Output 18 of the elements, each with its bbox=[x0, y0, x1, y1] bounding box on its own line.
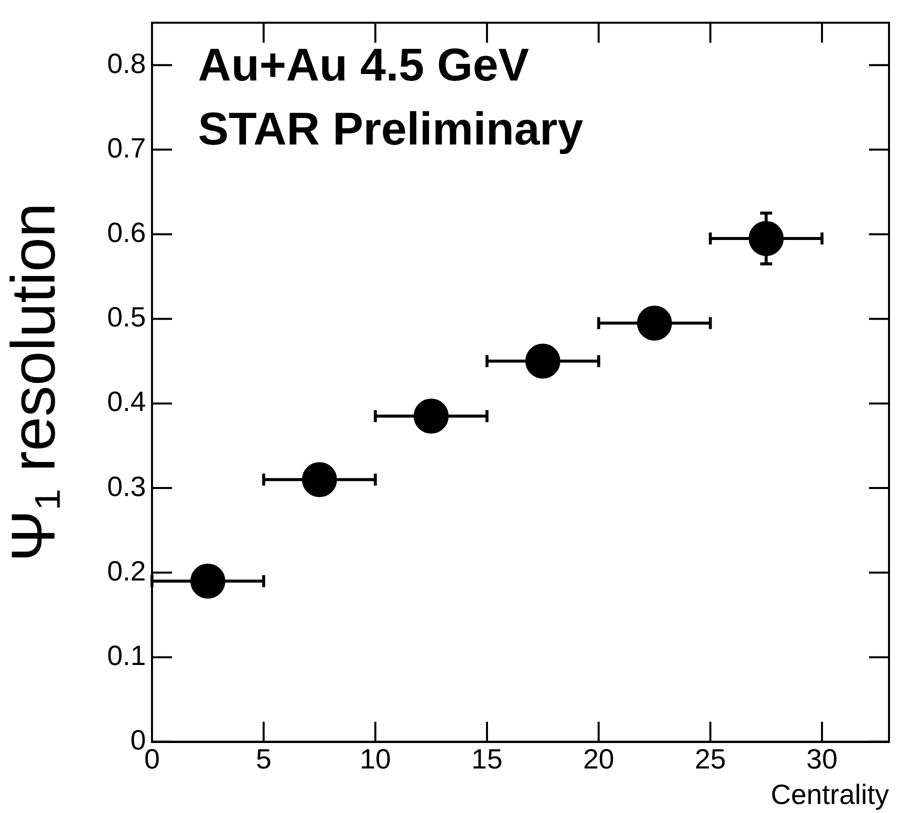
annotation: STAR Preliminary bbox=[198, 102, 584, 154]
x-tick-label: 30 bbox=[806, 743, 838, 774]
y-tick-label: 0.4 bbox=[107, 386, 146, 418]
y-tick-label: 0.5 bbox=[107, 302, 146, 333]
y-tick-label: 0.7 bbox=[107, 132, 146, 164]
y-tick-label: 0.1 bbox=[107, 640, 146, 671]
y-tick-label: 0.3 bbox=[107, 470, 146, 502]
x-tick-label: 15 bbox=[471, 743, 503, 774]
x-tick-label: 10 bbox=[360, 743, 391, 774]
y-axis-title: Ψ₁ resolution bbox=[0, 202, 68, 562]
x-tick-label: 20 bbox=[583, 743, 614, 774]
x-tick-label: 5 bbox=[256, 743, 272, 774]
x-tick-label: 25 bbox=[694, 743, 726, 774]
x-axis-title: Centrality bbox=[770, 778, 889, 810]
y-tick-label: 0.2 bbox=[107, 555, 146, 586]
y-tick-label: 0.8 bbox=[107, 48, 146, 79]
y-tick-label: 0.6 bbox=[107, 216, 146, 248]
annotation: Au+Au 4.5 GeV bbox=[198, 38, 530, 90]
